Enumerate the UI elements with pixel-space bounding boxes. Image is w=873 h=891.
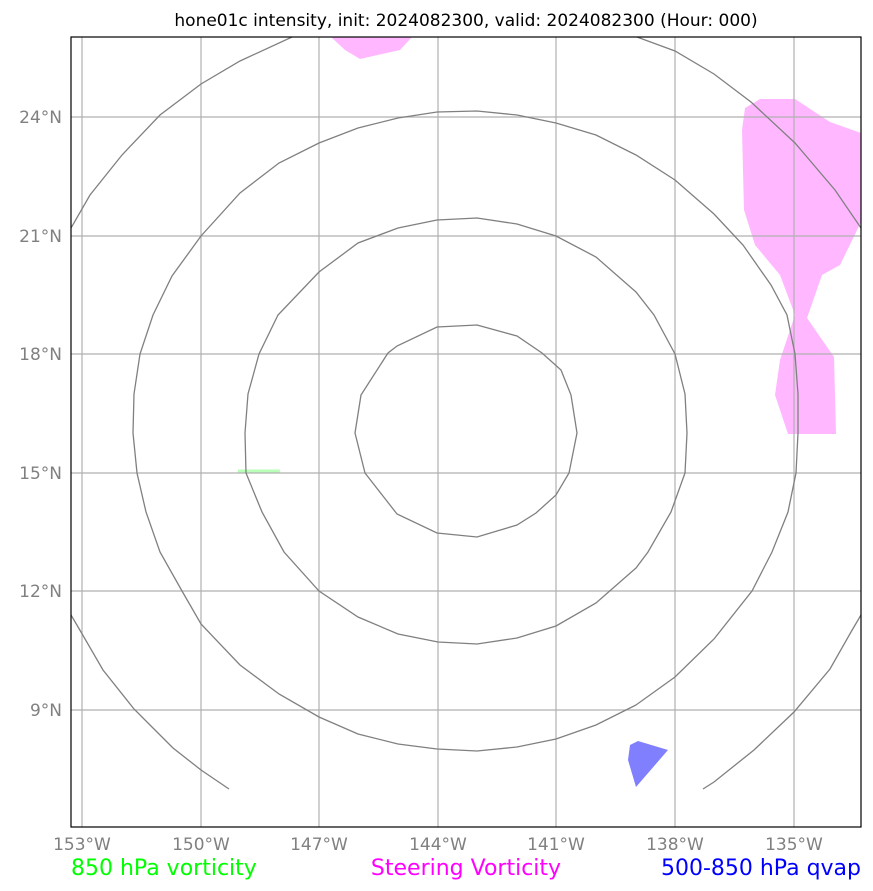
lon-label: 147°W — [290, 835, 348, 855]
gridlines — [71, 37, 861, 827]
distance-ring-2 — [244, 217, 688, 645]
legend-qvap: 500-850 hPa qvap — [661, 856, 861, 881]
distance-ring-4-top-east — [636, 37, 861, 229]
lat-label: 12°N — [19, 582, 62, 602]
map-title: hone01c intensity, init: 2024082300, val… — [174, 11, 757, 31]
map-frame — [70, 36, 862, 828]
distance-ring-4 — [71, 614, 230, 790]
lat-label: 24°N — [19, 108, 62, 128]
legend-steering-vorticity: Steering Vorticity — [371, 856, 561, 881]
distance-ring-4-east — [702, 614, 861, 790]
lon-label: 144°W — [409, 835, 467, 855]
lon-label: 150°W — [172, 835, 230, 855]
legend: 850 hPa vorticity Steering Vorticity 500… — [71, 856, 861, 881]
lon-label: 141°W — [527, 835, 585, 855]
lon-label: 138°W — [646, 835, 704, 855]
distance-ring-3 — [132, 110, 799, 752]
distance-ring-4-top — [71, 37, 293, 229]
map-panel — [70, 36, 862, 828]
lat-label: 15°N — [19, 464, 62, 484]
lon-label: 135°W — [765, 835, 823, 855]
lat-label: 18°N — [19, 345, 62, 365]
longitude-labels: 153°W 150°W 147°W 144°W 141°W 138°W 135°… — [53, 835, 823, 855]
qvap-area — [628, 741, 668, 787]
lat-label: 9°N — [30, 701, 62, 721]
lon-label: 153°W — [53, 835, 111, 855]
steering-vorticity-area-east — [742, 99, 861, 434]
latitude-labels: 24°N 21°N 18°N 15°N 12°N 9°N — [19, 108, 62, 721]
distance-ring-1 — [354, 324, 578, 538]
lat-label: 21°N — [19, 227, 62, 247]
distance-rings — [71, 37, 861, 790]
legend-850-vorticity: 850 hPa vorticity — [71, 856, 257, 881]
steering-vorticity-area-north — [331, 37, 412, 59]
